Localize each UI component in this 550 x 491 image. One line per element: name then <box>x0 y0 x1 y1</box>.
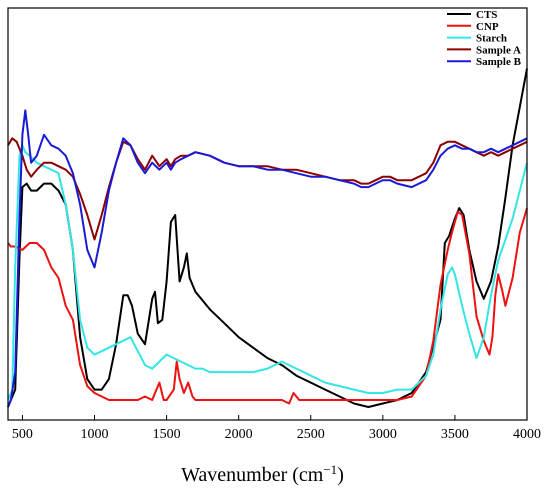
x-tick-label: 2500 <box>297 427 325 442</box>
x-axis-title: Wavenumber (cm−1) <box>181 462 344 487</box>
x-tick-label: 1500 <box>153 427 181 442</box>
x-tick-label: 3000 <box>369 427 397 442</box>
plot-lines <box>7 68 528 408</box>
legend-label: Starch <box>476 33 507 45</box>
legend-label: CTS <box>476 9 497 21</box>
legend-label: Sample A <box>476 44 521 56</box>
x-tick-label: 1000 <box>81 427 109 442</box>
x-axis-ticks: 500 1000 1500 2000 2500 3000 3500 4000 <box>12 415 541 442</box>
x-axis-title-close: ) <box>337 464 344 486</box>
x-tick-label: 2000 <box>225 427 253 442</box>
x-tick-label: 4000 <box>513 427 541 442</box>
series-line-sample-b <box>7 109 528 408</box>
x-axis-title-main: Wavenumber (cm <box>181 464 324 486</box>
series-line-sample-a <box>7 137 528 241</box>
series-line-cnp <box>7 207 528 405</box>
legend-label: Sample B <box>476 56 522 68</box>
x-tick-label: 500 <box>12 427 33 442</box>
legend-label: CNP <box>476 21 499 33</box>
x-tick-label: 3500 <box>441 427 469 442</box>
plot-frame <box>7 7 528 421</box>
series-line-starch <box>7 144 528 401</box>
x-axis-title-superscript: −1 <box>323 462 337 477</box>
